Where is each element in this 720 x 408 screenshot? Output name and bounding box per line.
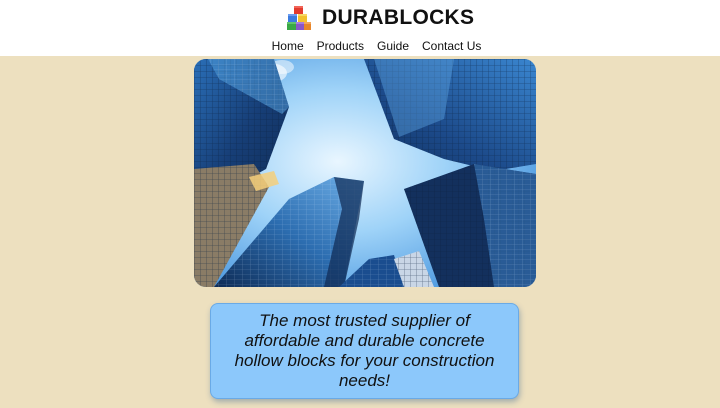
nav-contact-link[interactable]: Contact Us xyxy=(422,39,482,53)
nav-products-link[interactable]: Products xyxy=(316,39,364,53)
brand-name: DURABLOCKS xyxy=(322,6,475,29)
nav-guide-link[interactable]: Guide xyxy=(376,39,410,53)
hero-image xyxy=(194,59,536,287)
brand[interactable]: DURABLOCKS xyxy=(286,3,474,33)
skyscrapers-image xyxy=(194,59,536,287)
tagline-box: The most trusted supplier of affordable … xyxy=(210,303,519,399)
stacked-blocks-icon xyxy=(286,5,312,31)
site-header: DURABLOCKS Home Products Guide Contact U… xyxy=(0,0,720,56)
main-nav: Home Products Guide Contact Us xyxy=(0,39,720,53)
nav-home-link[interactable]: Home xyxy=(271,39,304,53)
tagline-text: The most trusted supplier of affordable … xyxy=(234,311,495,390)
